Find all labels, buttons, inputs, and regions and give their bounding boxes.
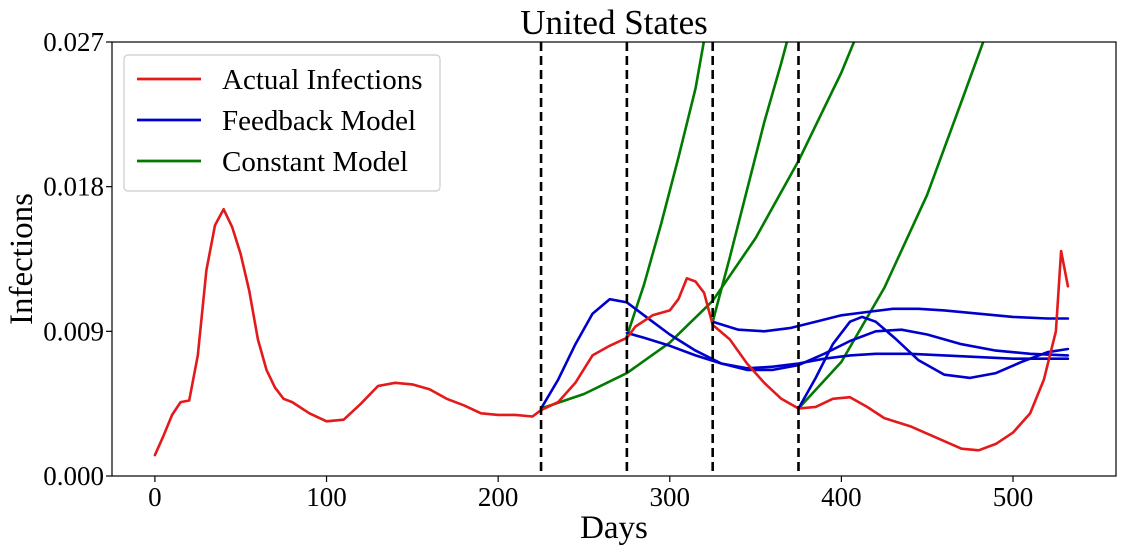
x-tick-label-4: 400	[821, 482, 862, 512]
series-line-feedback-3	[711, 307, 1070, 333]
legend-box	[123, 54, 441, 192]
x-axis-label: Days	[580, 510, 648, 546]
plot-clip-group	[153, 42, 1070, 457]
series-line-constant-6	[625, 42, 706, 338]
y-tick-label-0: 0.000	[43, 461, 104, 491]
legend-label-actual: Actual Infections	[222, 64, 423, 96]
series-line-constant-7	[711, 42, 789, 323]
y-tick-label-3: 0.027	[43, 27, 104, 57]
legend: Actual Infections Feedback Model Constant …	[123, 54, 441, 192]
x-tick-label-0: 0	[148, 482, 162, 512]
legend-label-constant: Constant Model	[222, 146, 408, 178]
series-line-feedback-1	[539, 297, 1070, 410]
chart-title: United States	[520, 3, 708, 42]
series-line-feedback-2	[625, 328, 1070, 372]
x-tick-label-3: 300	[650, 482, 691, 512]
y-axis-label: Infections	[4, 193, 40, 325]
x-tick-label-5: 500	[993, 482, 1034, 512]
series-line-actual-0	[153, 207, 1070, 457]
x-tick-label-2: 200	[478, 482, 519, 512]
plot-frame	[111, 41, 1117, 477]
y-tick-label-2: 0.018	[43, 172, 104, 202]
x-tick-label-1: 100	[306, 482, 347, 512]
series-line-feedback-4	[797, 315, 1070, 410]
series-line-constant-8	[797, 42, 985, 410]
plot-area	[153, 42, 1070, 476]
x-axis: 0 100 200 300 400 500	[148, 476, 1033, 512]
y-tick-label-1: 0.009	[43, 316, 104, 346]
legend-label-feedback: Feedback Model	[222, 105, 416, 137]
y-axis: 0.000 0.009 0.018 0.027	[43, 27, 112, 491]
